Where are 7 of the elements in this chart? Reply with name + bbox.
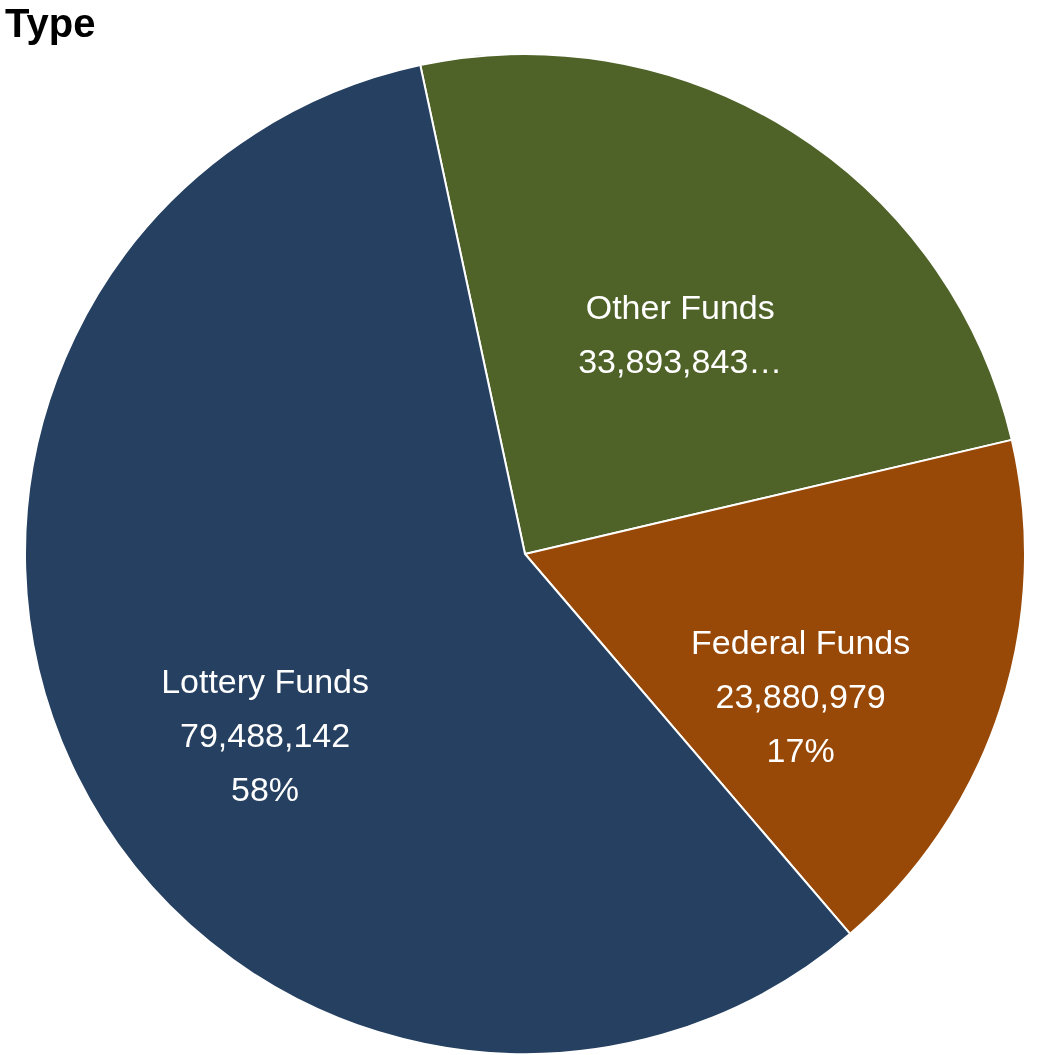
- slice-label: Other Funds: [585, 288, 775, 327]
- chart-title: Type: [5, 1, 96, 45]
- data-label: 23,880,979 17%: [715, 677, 886, 770]
- slice-label: Federal Funds: [691, 623, 911, 662]
- slice-label: Lottery Funds: [161, 661, 370, 700]
- data-label: 33,893,843…: [578, 342, 783, 381]
- data-label: 79,488,142 58%: [179, 715, 351, 808]
